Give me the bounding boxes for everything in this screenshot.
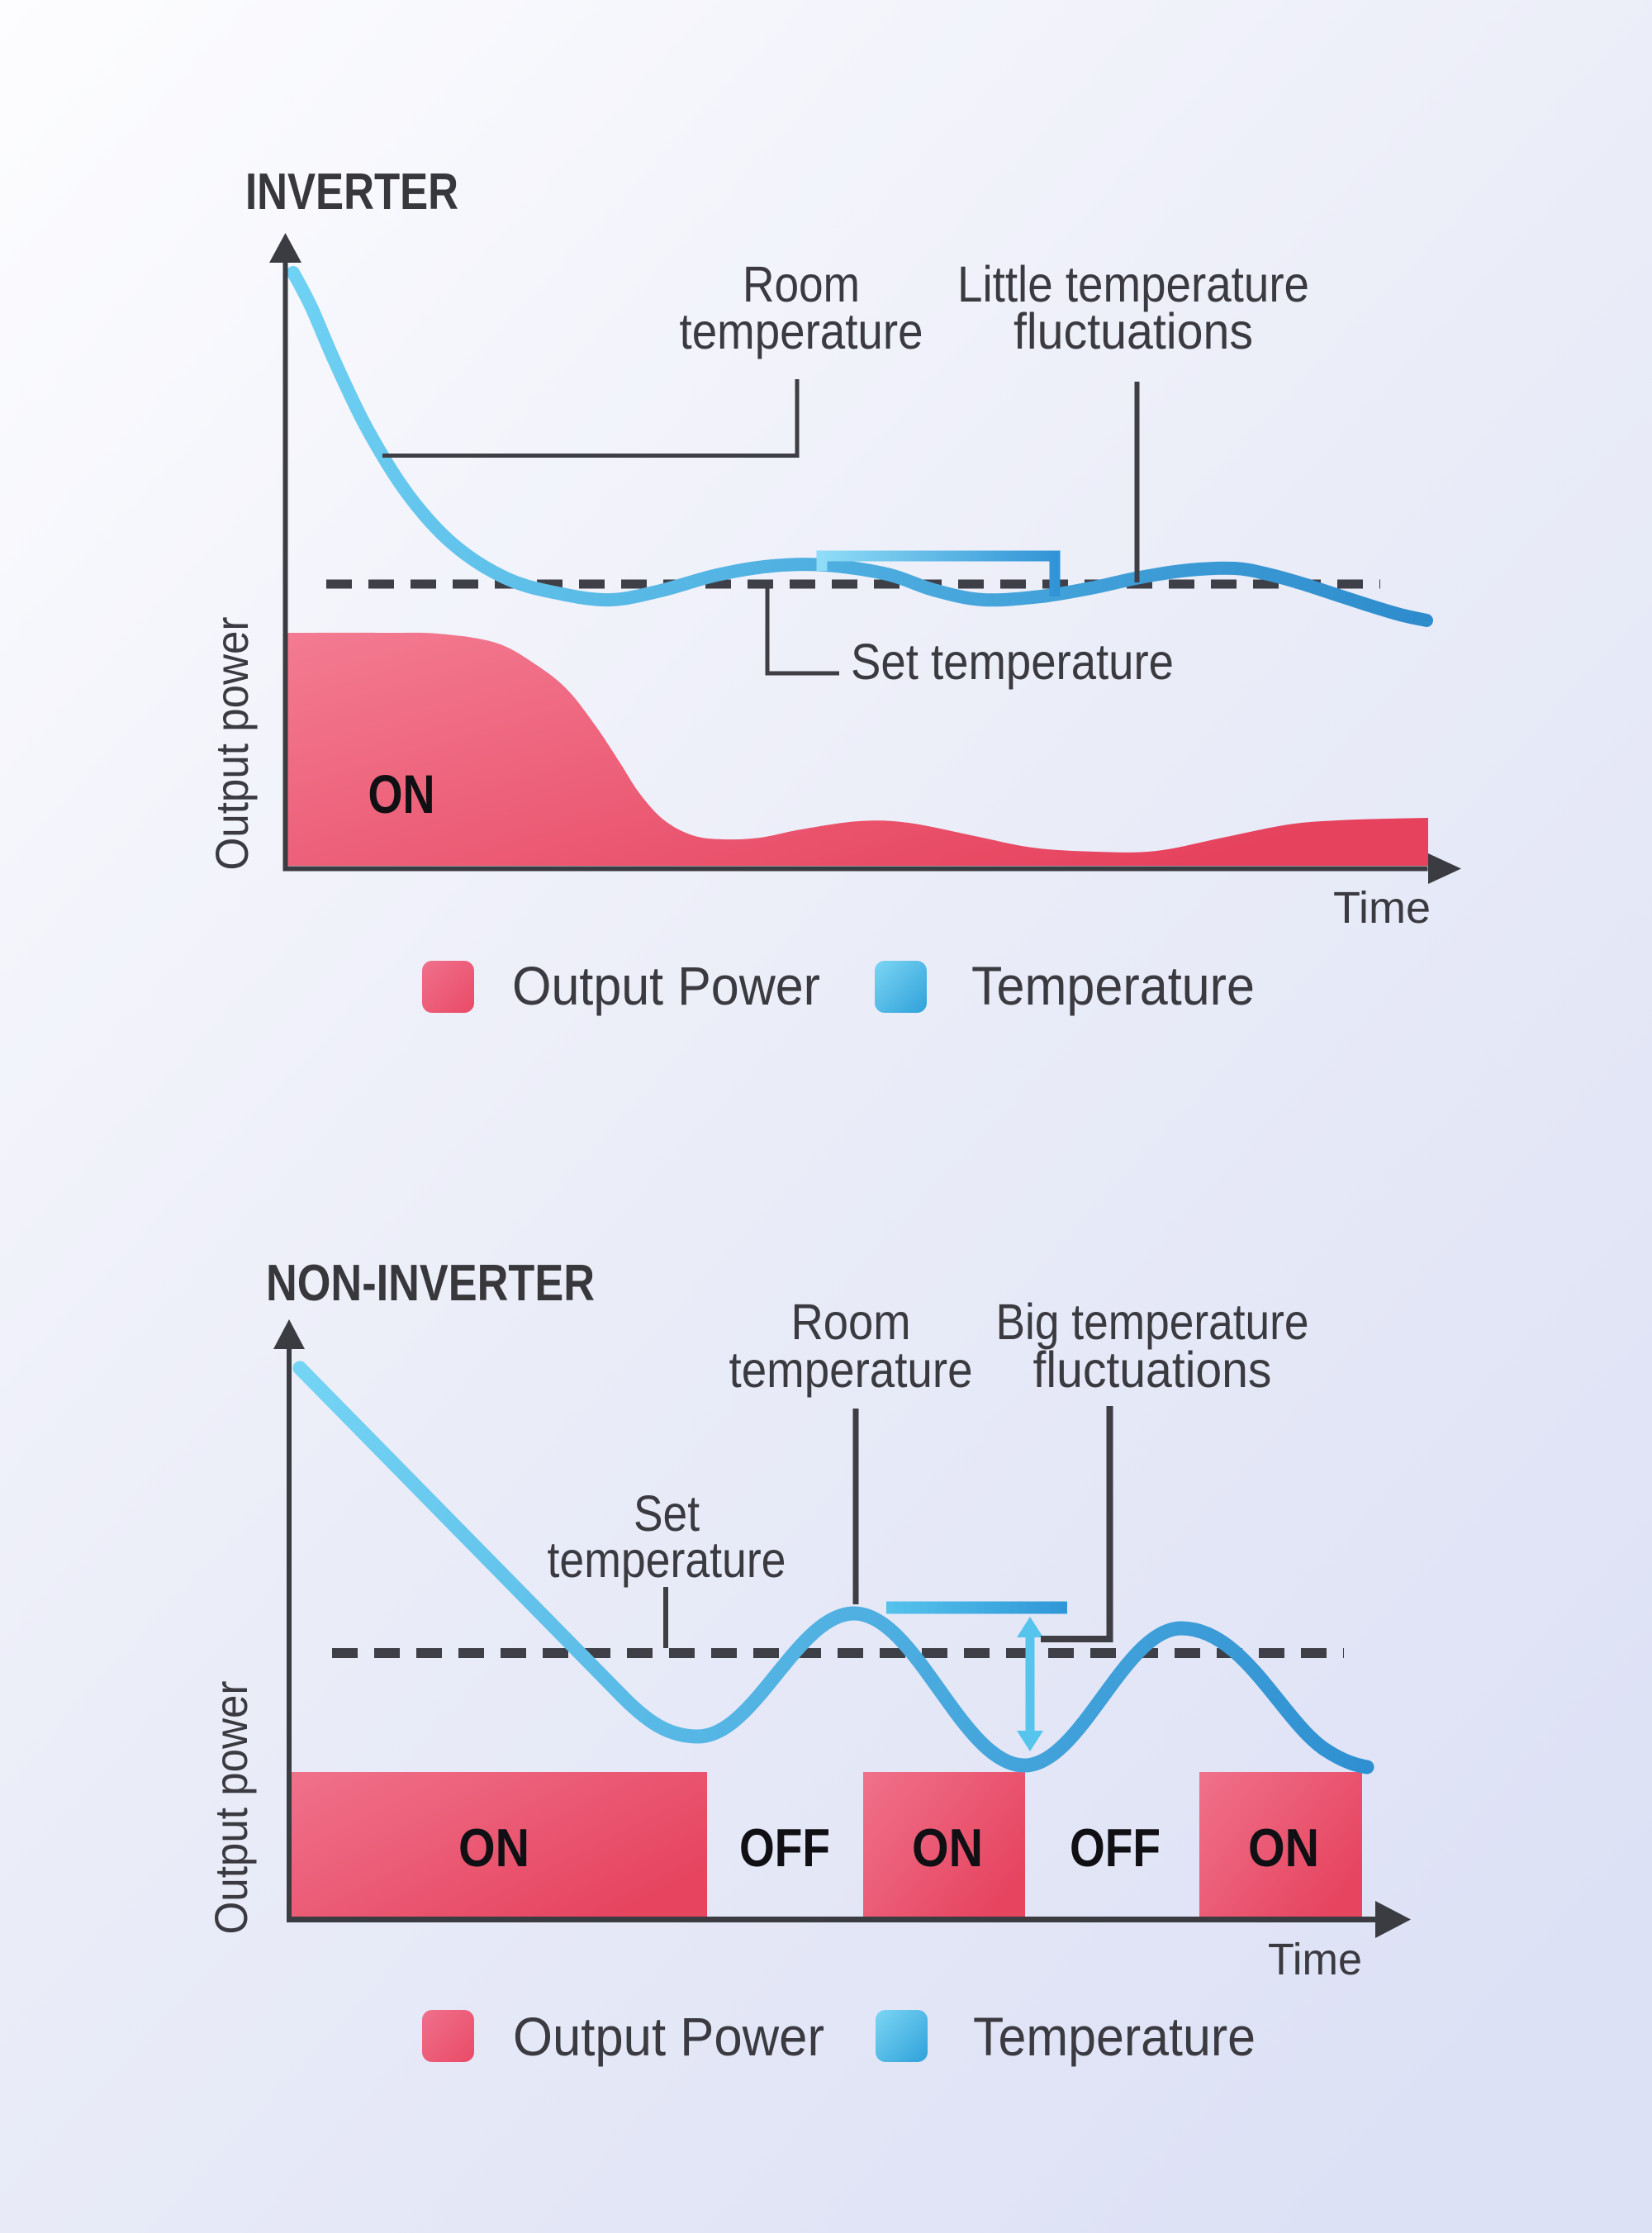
svg-text:INVERTER: INVERTER <box>245 164 458 221</box>
svg-text:Output Power: Output Power <box>513 2006 824 2067</box>
svg-text:temperature: temperature <box>548 1532 786 1588</box>
svg-text:OFF: OFF <box>739 1817 830 1878</box>
svg-text:Temperature: Temperature <box>973 2006 1256 2067</box>
svg-text:Room: Room <box>791 1294 911 1350</box>
svg-text:ON: ON <box>912 1817 983 1878</box>
svg-text:Set: Set <box>634 1485 700 1542</box>
svg-text:NON-INVERTER: NON-INVERTER <box>266 1255 595 1312</box>
svg-text:Temperature: Temperature <box>971 955 1255 1016</box>
svg-text:temperature: temperature <box>729 1342 973 1398</box>
svg-text:ON: ON <box>1248 1817 1319 1878</box>
svg-text:temperature: temperature <box>680 303 923 359</box>
svg-text:Output Power: Output Power <box>512 955 820 1016</box>
svg-text:Time: Time <box>1268 1935 1362 1984</box>
svg-text:ON: ON <box>368 763 435 824</box>
svg-text:Big temperature: Big temperature <box>996 1294 1309 1350</box>
svg-text:OFF: OFF <box>1070 1817 1161 1878</box>
svg-text:Output power: Output power <box>205 1681 257 1935</box>
svg-text:Output power: Output power <box>206 617 258 871</box>
svg-text:Little temperature: Little temperature <box>957 256 1309 312</box>
svg-text:Room: Room <box>743 256 860 312</box>
svg-text:fluctuations: fluctuations <box>1014 303 1253 359</box>
svg-text:ON: ON <box>458 1817 529 1878</box>
svg-text:Time: Time <box>1333 883 1431 933</box>
svg-text:fluctuations: fluctuations <box>1033 1342 1272 1398</box>
svg-text:Set temperature: Set temperature <box>851 634 1174 690</box>
